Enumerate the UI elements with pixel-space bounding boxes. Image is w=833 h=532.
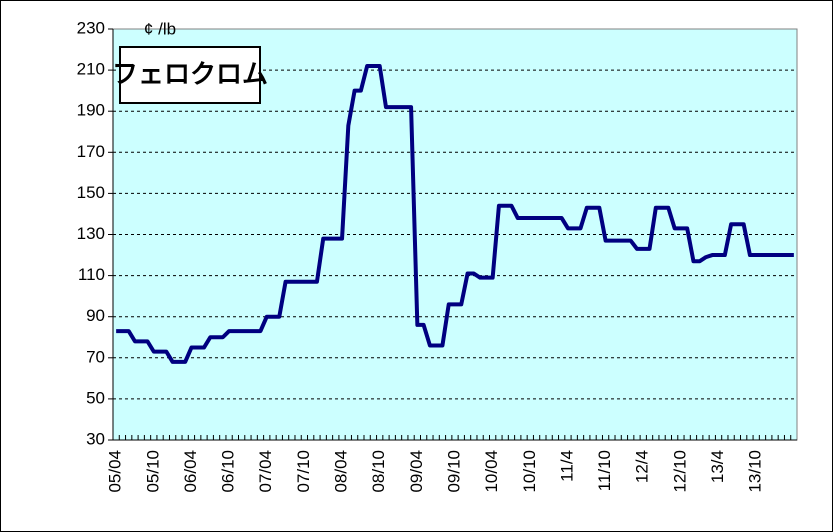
x-tick-label: 09/10 [444,450,463,493]
y-tick-label: 130 [77,224,105,243]
y-tick-label: 230 [77,18,105,37]
x-tick-label: 05/10 [143,450,162,493]
y-tick-label: 50 [86,388,105,407]
x-tick-label: 06/10 [219,450,238,493]
x-tick-label: 11/4 [557,450,576,482]
x-tick-label: 08/04 [332,450,351,493]
y-axis-unit: ¢ /lb [144,19,176,38]
x-tick-label: 06/04 [181,450,200,493]
x-tick-label: 05/04 [106,450,125,493]
y-tick-label: 30 [86,429,105,448]
y-tick-label: 110 [78,265,105,284]
y-tick-label: 210 [77,60,105,79]
x-tick-label: 09/04 [407,450,426,493]
x-tick-label: 11/10 [595,450,614,491]
x-tick-label: 07/10 [294,450,313,493]
x-tick-label: 07/04 [256,450,275,493]
title-box [119,46,261,104]
y-tick-label: 190 [77,101,105,120]
x-tick-label: 10/04 [482,450,501,493]
x-tick-label: 08/10 [369,450,388,493]
x-tick-label: 12/10 [670,450,689,493]
x-tick-label: 10/10 [520,450,539,493]
x-tick-label: 12/4 [633,450,652,483]
y-tick-label: 170 [77,142,105,161]
y-tick-label: 90 [86,306,105,325]
chart-title: フェロクロム [112,59,268,89]
data-line [116,63,794,364]
x-tick-label: 13/10 [746,450,765,493]
y-tick-label: 150 [77,183,105,202]
x-tick-label: 13/4 [708,450,727,483]
y-tick-label: 70 [86,347,105,366]
